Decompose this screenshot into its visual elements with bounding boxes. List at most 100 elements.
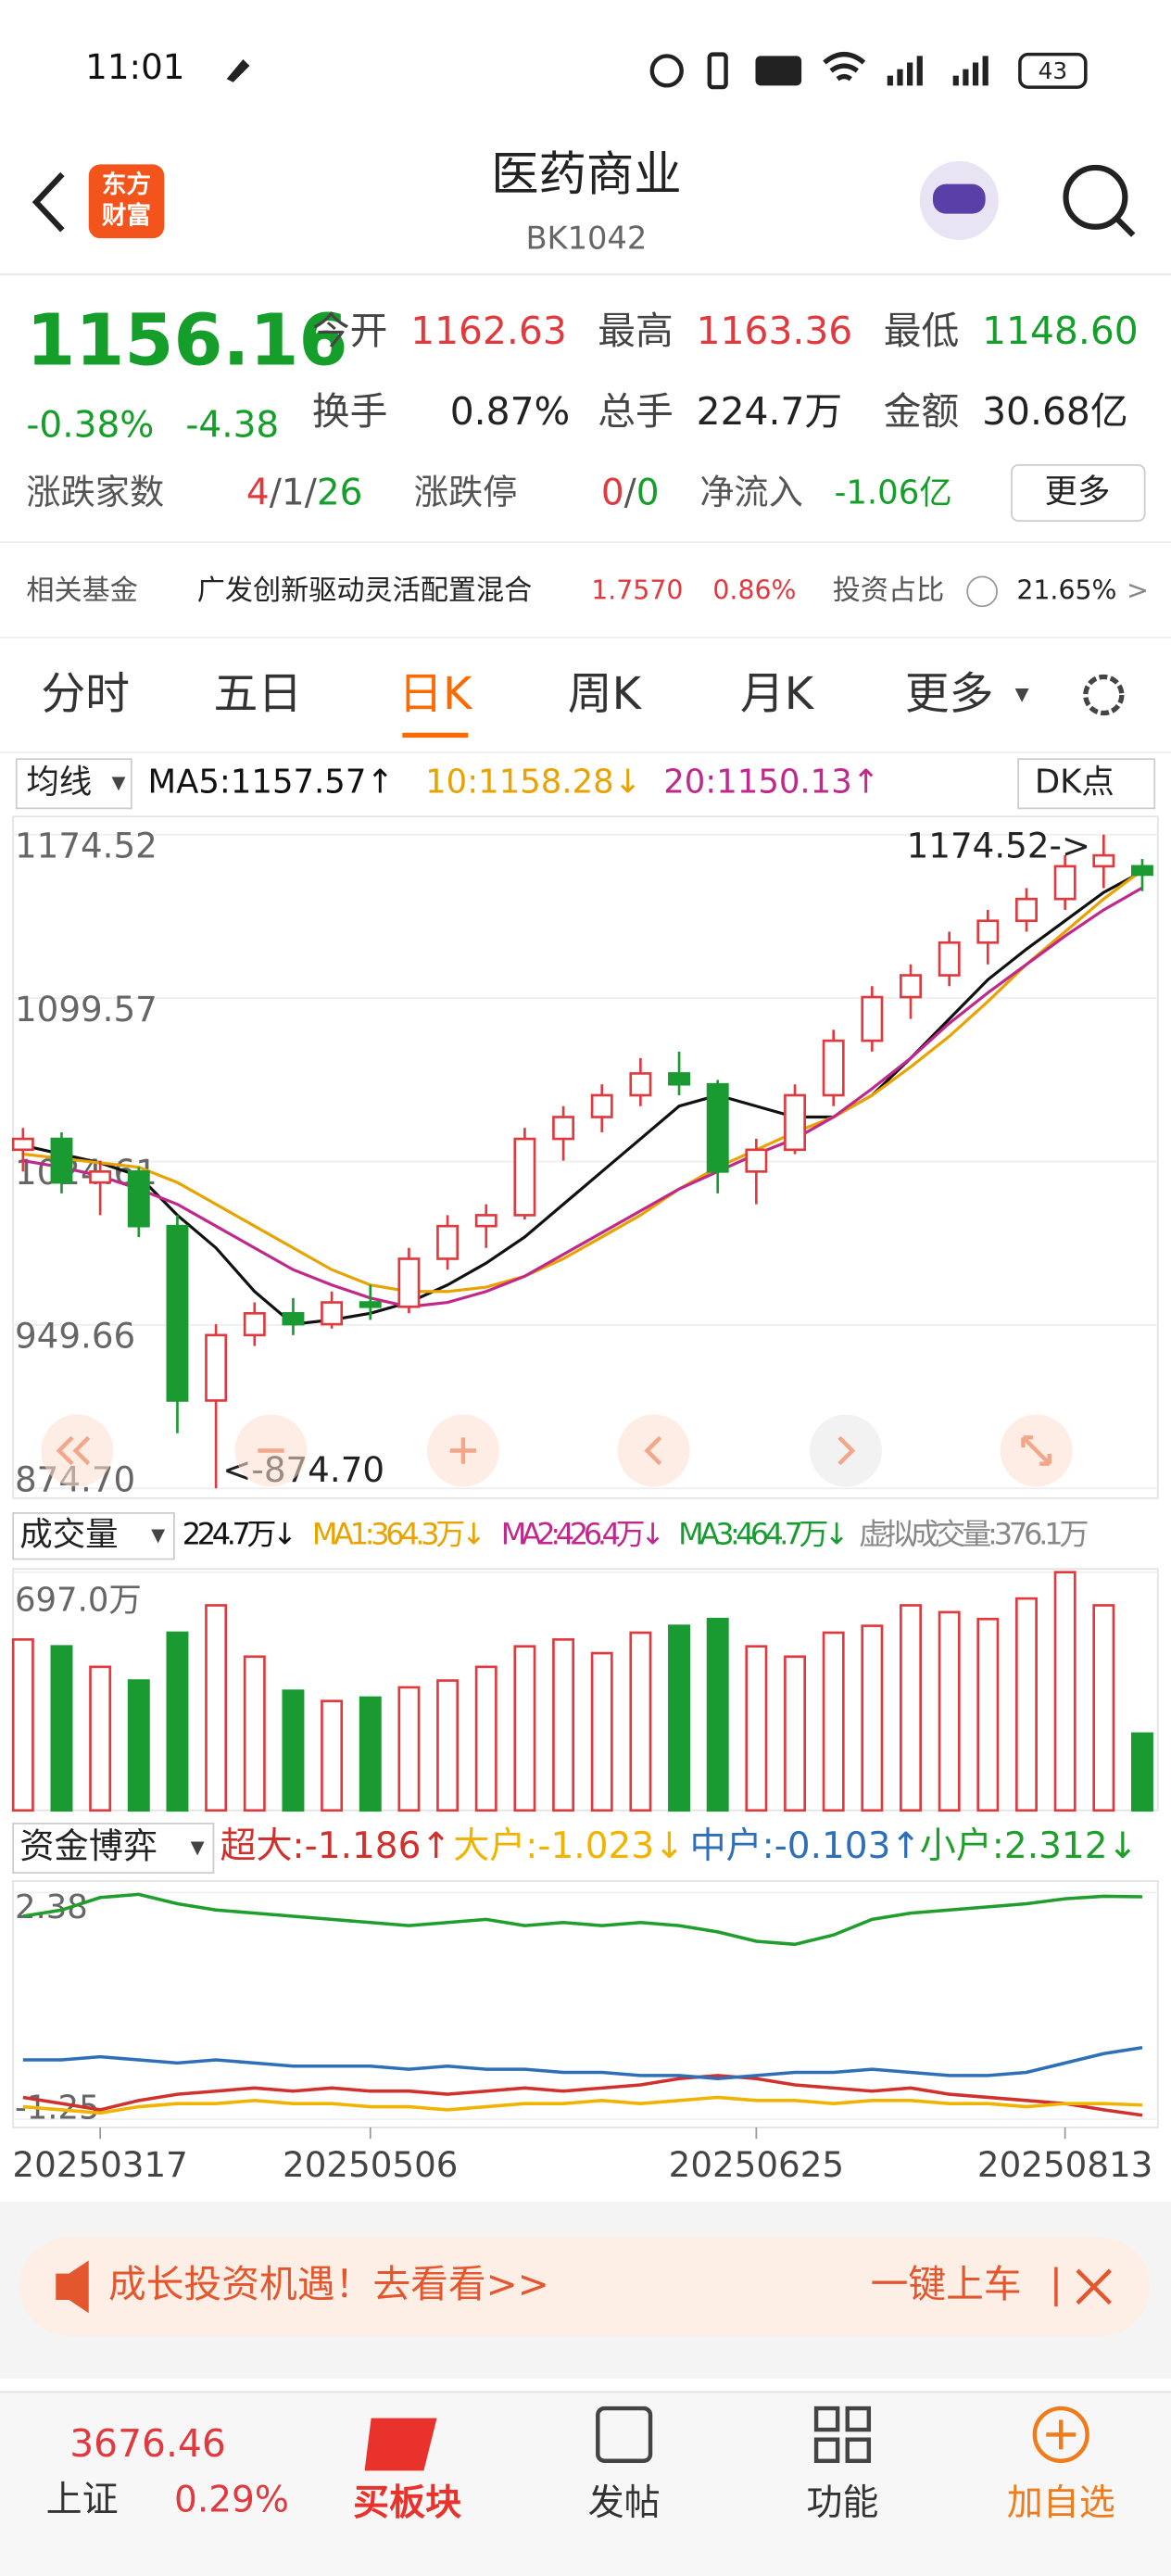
fund-name[interactable]: 广发创新驱动灵活配置混合 (197, 575, 533, 607)
candle-body (474, 1214, 497, 1228)
candle-body (938, 941, 961, 977)
limit-label: 涨跌停 (414, 472, 518, 512)
tabs: 分时 五日 日K 周K 月K 更多 ▼ (41, 669, 1029, 739)
ma-legend: 20:1150.13↑ (663, 764, 879, 802)
banner-action[interactable]: 一键上车 (871, 2262, 1022, 2306)
hd-icon (755, 56, 802, 86)
volume-bar (436, 1679, 460, 1812)
status-icon (226, 58, 250, 82)
page-title: 医药商业 (491, 147, 682, 203)
volume-bar (1053, 1571, 1077, 1812)
alarm-icon (649, 54, 684, 88)
candle-body (1053, 865, 1077, 901)
volume-bar (282, 1689, 305, 1812)
volume-chart: 697.0万 (11, 1571, 1158, 1812)
x-tick-label: 20250506 (283, 2144, 458, 2185)
tab: 分时 (41, 669, 130, 720)
tab: 更多 (905, 669, 994, 720)
candle-body (976, 919, 1000, 944)
candle-body (127, 1170, 150, 1228)
add-glyph (1046, 2419, 1077, 2450)
volume-bar (590, 1651, 613, 1812)
add-icon (1032, 2406, 1089, 2463)
more-button[interactable] (1011, 463, 1146, 522)
vibrate-icon (707, 52, 728, 90)
candle-body (359, 1301, 382, 1308)
fund-pct: 0.86% (712, 575, 796, 605)
breadth-label: 涨跌家数 (26, 472, 164, 512)
candle-body (89, 1170, 112, 1184)
volume-bar (629, 1631, 652, 1812)
close-button[interactable] (1076, 2268, 1112, 2305)
volume-button[interactable] (12, 1511, 175, 1560)
volume-bar (706, 1617, 729, 1812)
flow-line (22, 2095, 1143, 2115)
control-button[interactable] (617, 1414, 690, 1487)
flow-legend: 大户:-1.023↓ (453, 1825, 685, 1867)
caret: ▼ (1015, 684, 1029, 705)
board-icon (364, 2418, 437, 2471)
function-icon (813, 2406, 872, 2463)
banner[interactable] (19, 2237, 1150, 2337)
nav-item[interactable]: 发帖 (588, 2482, 661, 2524)
advancers: 4 (246, 472, 270, 513)
logo[interactable] (88, 164, 165, 239)
speaker-icon (56, 2260, 89, 2314)
search-button[interactable] (1063, 164, 1128, 230)
volume-bar (50, 1645, 73, 1812)
dk-button[interactable] (1017, 758, 1156, 810)
field-label: 最高 (598, 309, 674, 353)
more-label: 更多 (1045, 473, 1111, 511)
index-value[interactable]: 3676.46 (69, 2421, 226, 2466)
flow-button[interactable] (12, 1823, 215, 1874)
candle-body (436, 1224, 460, 1260)
x-tick-label: 20250813 (977, 2144, 1152, 2185)
candle-body (321, 1301, 344, 1326)
high-annotation: 1174.52-> (907, 825, 1091, 865)
ma-legend: 10:1158.28↓ (425, 764, 641, 802)
candle-body (11, 1137, 34, 1152)
ma-line (22, 886, 1143, 1308)
help-icon[interactable] (966, 575, 998, 608)
candle-body (590, 1093, 613, 1118)
field-value: 1162.63 (410, 309, 567, 353)
candle-body (513, 1137, 536, 1217)
candle-body (629, 1072, 652, 1097)
ratio: 21.65% (1016, 575, 1116, 605)
fund-nav: 1.7570 (591, 575, 683, 605)
candle-body (205, 1333, 228, 1402)
search-handle (1114, 216, 1136, 237)
sep: / (270, 472, 283, 513)
candle-body (1092, 853, 1115, 868)
x-tick-label: 20250625 (669, 2144, 844, 2185)
assistant-face (932, 183, 986, 214)
back-button[interactable] (31, 171, 65, 233)
volume-legend: MA3:464.7万↓ (678, 1517, 849, 1552)
ma-button[interactable] (15, 758, 132, 810)
flow-legend: 中户:-0.103↑ (690, 1825, 922, 1867)
volume-bar (166, 1631, 189, 1812)
candle-body (166, 1224, 189, 1402)
volume-bar (900, 1604, 922, 1812)
candle-body (706, 1082, 729, 1173)
volume-bar (89, 1665, 112, 1812)
signal-icon (887, 56, 988, 86)
limit-down: 0 (636, 472, 660, 513)
post-icon (596, 2406, 653, 2463)
field-value: 30.68亿 (982, 389, 1127, 434)
control-button[interactable] (809, 1414, 882, 1487)
flow-line (22, 2045, 1143, 2081)
nav-item[interactable]: 买板块 (353, 2482, 461, 2524)
control-glyphs (56, 1435, 1052, 1466)
settings-button[interactable] (1083, 674, 1125, 716)
nav-item[interactable]: 功能 (806, 2482, 878, 2524)
y-tick-label: 2.38 (15, 1888, 88, 1926)
logo-text: 财富 (102, 202, 151, 231)
nav-item[interactable]: 加自选 (1007, 2482, 1115, 2524)
candle-body (668, 1072, 691, 1086)
field-value: 224.7万 (697, 389, 842, 434)
y-tick-label: 697.0万 (15, 1582, 142, 1620)
caret: ▼ (151, 1524, 165, 1546)
